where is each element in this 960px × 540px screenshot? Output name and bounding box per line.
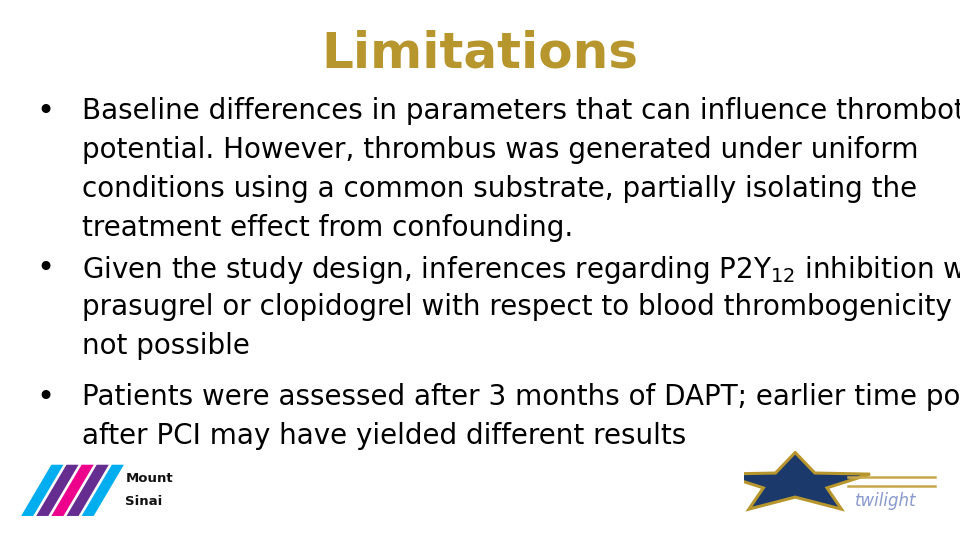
- Polygon shape: [66, 465, 108, 516]
- Text: •: •: [36, 254, 55, 283]
- Polygon shape: [36, 465, 79, 516]
- Text: Sinai: Sinai: [125, 495, 162, 508]
- Text: Limitations: Limitations: [322, 30, 638, 78]
- Polygon shape: [82, 465, 124, 516]
- Text: not possible: not possible: [82, 332, 250, 360]
- Text: Given the study design, inferences regarding P2Y$_{12}$ inhibition with: Given the study design, inferences regar…: [82, 254, 960, 286]
- Text: twilight: twilight: [855, 491, 917, 510]
- Text: •: •: [36, 383, 55, 413]
- Text: Mount: Mount: [125, 472, 173, 485]
- Text: •: •: [36, 97, 55, 126]
- Text: conditions using a common substrate, partially isolating the: conditions using a common substrate, par…: [82, 175, 917, 203]
- Text: treatment effect from confounding.: treatment effect from confounding.: [82, 214, 573, 242]
- Text: potential. However, thrombus was generated under uniform: potential. However, thrombus was generat…: [82, 136, 918, 164]
- Text: prasugrel or clopidogrel with respect to blood thrombogenicity are: prasugrel or clopidogrel with respect to…: [82, 293, 960, 321]
- Text: Patients were assessed after 3 months of DAPT; earlier time points: Patients were assessed after 3 months of…: [82, 383, 960, 411]
- Polygon shape: [52, 465, 94, 516]
- Text: after PCI may have yielded different results: after PCI may have yielded different res…: [82, 422, 685, 450]
- Polygon shape: [720, 453, 870, 509]
- Text: Baseline differences in parameters that can influence thrombotic: Baseline differences in parameters that …: [82, 97, 960, 125]
- Polygon shape: [21, 465, 63, 516]
